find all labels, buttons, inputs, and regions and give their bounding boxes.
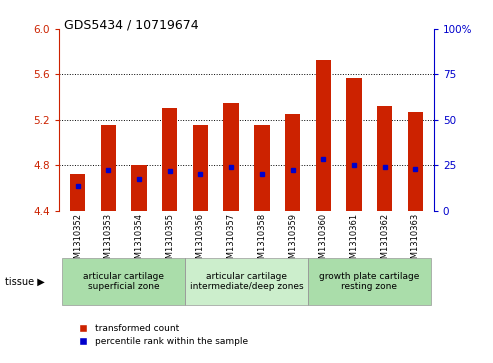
Text: GDS5434 / 10719674: GDS5434 / 10719674: [64, 18, 199, 31]
Text: GSM1310363: GSM1310363: [411, 213, 420, 269]
FancyBboxPatch shape: [62, 258, 185, 305]
Bar: [223, 103, 239, 211]
Bar: [101, 126, 116, 211]
Text: GSM1310357: GSM1310357: [227, 213, 236, 269]
FancyBboxPatch shape: [308, 258, 431, 305]
Text: growth plate cartilage
resting zone: growth plate cartilage resting zone: [319, 272, 420, 291]
FancyBboxPatch shape: [185, 258, 308, 305]
Bar: [70, 174, 85, 211]
Text: GSM1310359: GSM1310359: [288, 213, 297, 269]
Text: articular cartilage
superficial zone: articular cartilage superficial zone: [83, 272, 164, 291]
Text: GSM1310356: GSM1310356: [196, 213, 205, 269]
Bar: [377, 106, 392, 211]
Bar: [346, 78, 362, 211]
Text: GSM1310353: GSM1310353: [104, 213, 113, 269]
Text: GSM1310355: GSM1310355: [165, 213, 174, 269]
Bar: [254, 126, 270, 211]
Legend: transformed count, percentile rank within the sample: transformed count, percentile rank withi…: [75, 320, 251, 350]
Text: GSM1310361: GSM1310361: [350, 213, 358, 269]
Text: tissue ▶: tissue ▶: [5, 276, 45, 286]
Bar: [408, 112, 423, 211]
Bar: [131, 165, 147, 211]
Text: GSM1310358: GSM1310358: [257, 213, 266, 269]
Text: GSM1310352: GSM1310352: [73, 213, 82, 269]
Bar: [193, 126, 208, 211]
Text: GSM1310362: GSM1310362: [380, 213, 389, 269]
Bar: [285, 114, 300, 211]
Text: articular cartilage
intermediate/deep zones: articular cartilage intermediate/deep zo…: [190, 272, 303, 291]
Text: GSM1310354: GSM1310354: [135, 213, 143, 269]
Bar: [162, 109, 177, 211]
Bar: [316, 60, 331, 211]
Text: GSM1310360: GSM1310360: [319, 213, 328, 269]
